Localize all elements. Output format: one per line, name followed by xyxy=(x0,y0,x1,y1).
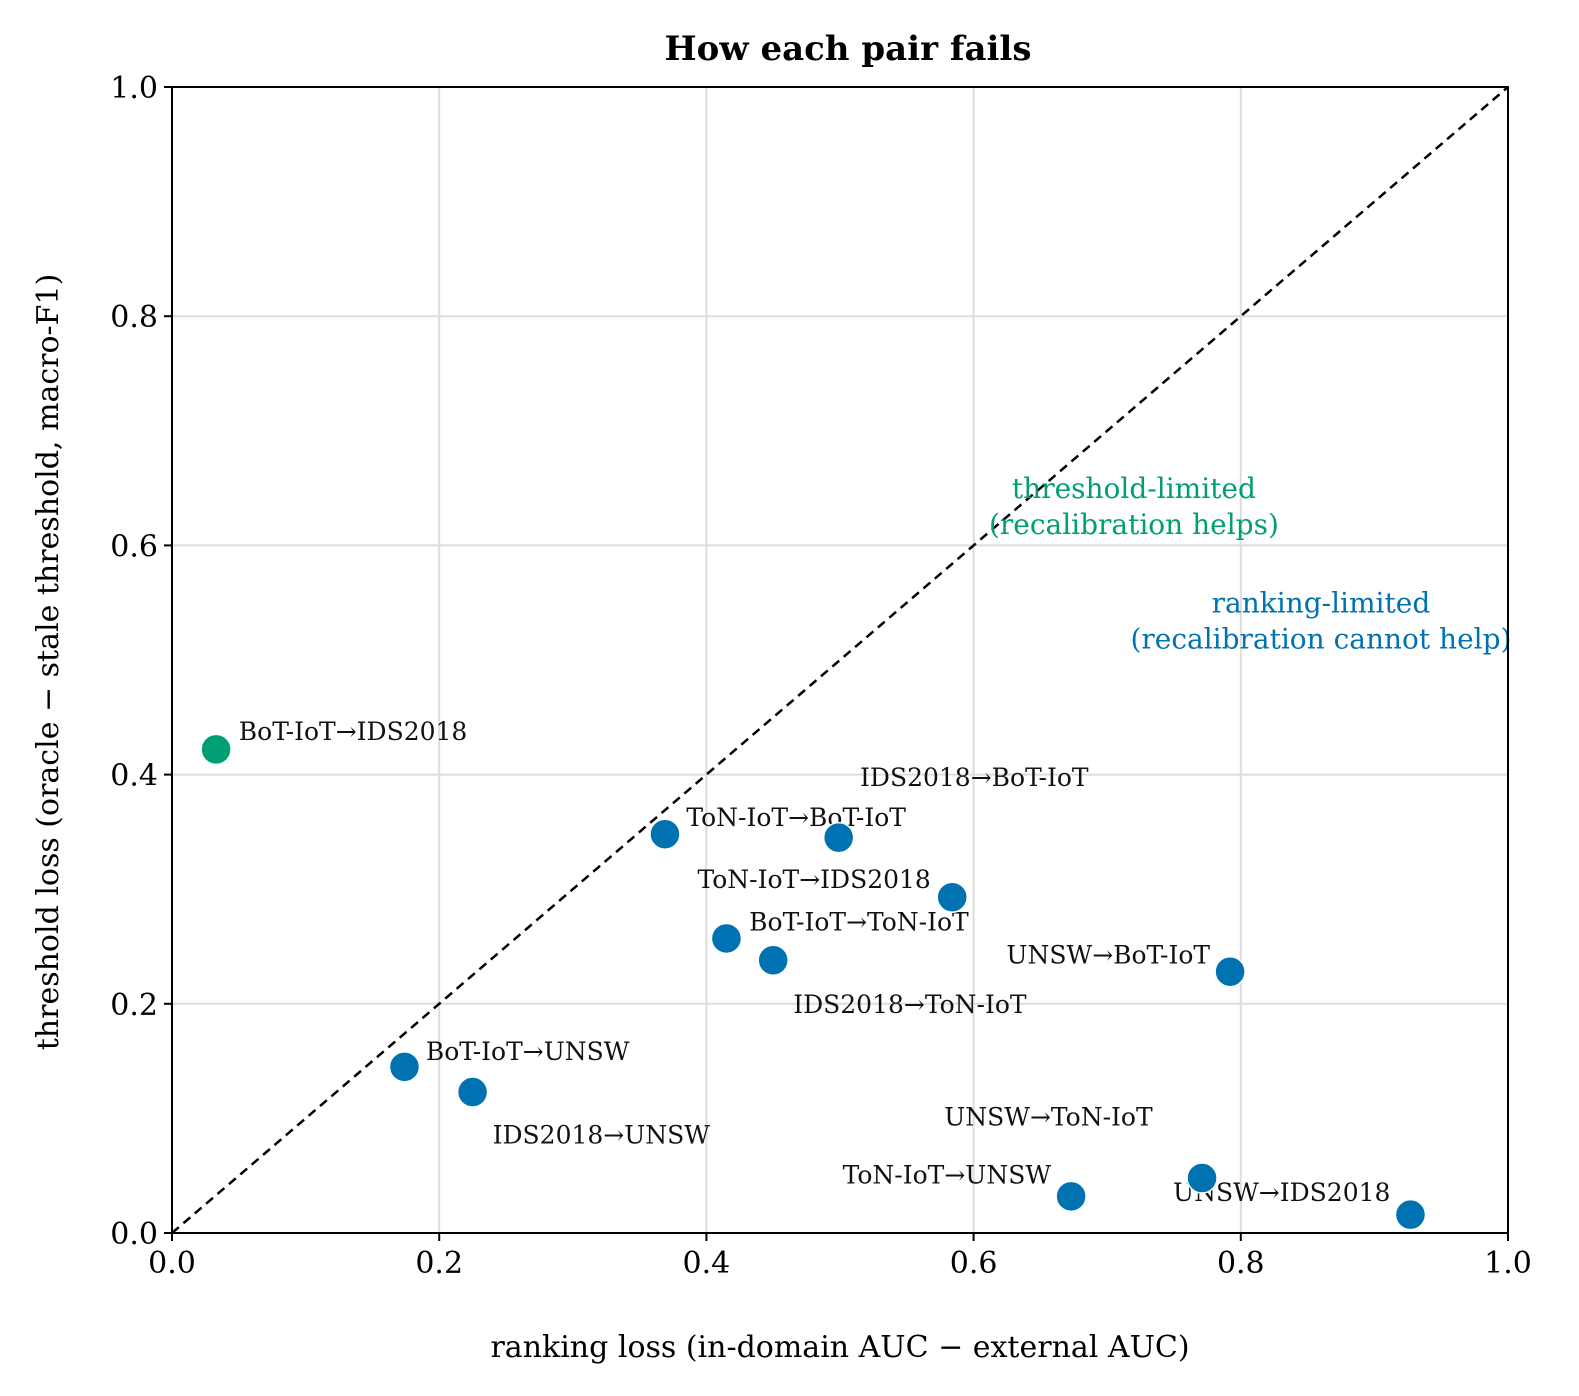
chart-title: How each pair fails xyxy=(665,29,1032,69)
data-point xyxy=(200,733,232,766)
x-tick-label: 0.0 xyxy=(148,1246,196,1281)
region-label: ranking-limited (recalibration cannot hel… xyxy=(1130,587,1511,656)
point-label: UNSW→ToN-IoT xyxy=(944,1102,1153,1131)
data-point xyxy=(757,944,789,977)
data-point xyxy=(1394,1198,1427,1231)
point-label: IDS2018→ToN-IoT xyxy=(793,990,1027,1019)
data-point xyxy=(1214,955,1246,988)
point-label: IDS2018→UNSW xyxy=(493,1121,711,1150)
x-tick-label: 1.0 xyxy=(1484,1246,1532,1281)
data-point xyxy=(822,821,855,854)
y-tick-label: 1.0 xyxy=(110,71,158,106)
axis-ticks: 0.0 0.2 0.4 0.6 0.8 1.0 0.0 0.2 0.4 0.6 0.8 1.0 xyxy=(110,71,1532,1281)
point-label: IDS2018→BoT-IoT xyxy=(860,763,1089,792)
y-tick-label: 0.8 xyxy=(110,300,158,335)
data-point xyxy=(456,1076,489,1108)
y-tick-label: 0.2 xyxy=(110,988,158,1023)
data-point xyxy=(649,818,681,850)
y-axis-label: threshold loss (oracle − stale threshold… xyxy=(31,274,66,1051)
region-label-line: ranking-limited xyxy=(1212,587,1431,620)
region-label-line: (recalibration helps) xyxy=(989,508,1279,541)
region-label-line: threshold-limited xyxy=(1012,472,1256,505)
region-label: threshold-limited (recalibration helps) xyxy=(989,472,1279,541)
x-tick-label: 0.4 xyxy=(683,1246,731,1281)
point-label: BoT-IoT→UNSW xyxy=(426,1037,630,1066)
point-label: BoT-IoT→IDS2018 xyxy=(239,717,468,746)
y-tick-label: 0.4 xyxy=(110,759,158,794)
plot-frame xyxy=(171,86,1509,1234)
data-point xyxy=(1186,1162,1218,1194)
y-tick-label: 0.0 xyxy=(110,1217,158,1252)
point-label: UNSW→BoT-IoT xyxy=(1006,941,1210,970)
reference-line xyxy=(171,86,1509,1234)
point-label: BoT-IoT→ToN-IoT xyxy=(749,907,969,936)
x-tick-label: 0.2 xyxy=(415,1246,463,1281)
x-axis-label: ranking loss (in-domain AUC − external A… xyxy=(490,1330,1189,1365)
region-label-line: (recalibration cannot help) xyxy=(1130,623,1511,656)
x-tick-label: 0.6 xyxy=(950,1246,998,1281)
y-tick-label: 0.6 xyxy=(110,529,158,564)
data-point xyxy=(936,881,968,913)
point-labels: BoT-IoT→IDS2018 ToN-IoT→BoT-IoT IDS2018→Bo… xyxy=(239,717,1391,1207)
data-point xyxy=(710,922,743,955)
reference-line-layer xyxy=(171,86,1509,1234)
point-label: ToN-IoT→BoT-IoT xyxy=(686,803,906,832)
data-point xyxy=(1055,1180,1087,1213)
region-labels: threshold-limited (recalibration helps) ra… xyxy=(989,472,1512,656)
data-points xyxy=(200,733,1427,1231)
point-label: ToN-IoT→UNSW xyxy=(843,1161,1052,1190)
data-point xyxy=(388,1051,421,1083)
point-label: ToN-IoT→IDS2018 xyxy=(698,865,931,894)
x-tick-label: 0.8 xyxy=(1217,1246,1265,1281)
